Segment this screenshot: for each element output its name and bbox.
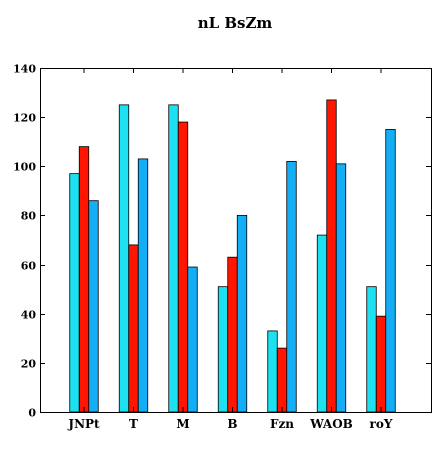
y-tick-label: 140 [13,63,36,76]
y-tick-label: 20 [21,358,37,371]
x-tick-label: WAOB [309,417,353,431]
bar [316,234,328,413]
x-tick-label: B [227,417,237,431]
x-tick-label: JNPt [67,417,100,431]
bar [128,244,139,413]
bar [78,146,90,413]
chart-title: nL BsZm [198,14,273,32]
bar [187,266,198,413]
y-axis: 0 20 40 60 80 100 120 140 [13,63,431,420]
bar [286,160,297,413]
bar [375,315,387,413]
y-tick-label: 80 [21,210,37,223]
bar [168,104,179,413]
y-tick-label: 40 [21,309,37,322]
y-tick-label: 100 [13,161,36,174]
bar [88,200,99,413]
plot-frame [40,68,432,413]
x-tick-label: roY [370,417,393,431]
y-tick-label: 0 [28,407,36,420]
bar [69,173,80,413]
bar [217,286,229,413]
bar [137,158,149,413]
bars-group [69,99,396,413]
bar [335,163,347,413]
bar [177,121,189,413]
bar [236,215,248,413]
bar [385,129,396,413]
bar [118,104,130,413]
bar [366,286,377,413]
bar [267,330,278,413]
x-tick-label: M [176,417,189,431]
y-tick-label: 120 [13,112,36,125]
bar [227,256,238,413]
x-tick-label: T [129,417,138,431]
bar [326,99,337,413]
bar [276,347,288,413]
x-tick-label: Fzn [270,417,294,431]
y-tick-label: 60 [21,260,37,273]
